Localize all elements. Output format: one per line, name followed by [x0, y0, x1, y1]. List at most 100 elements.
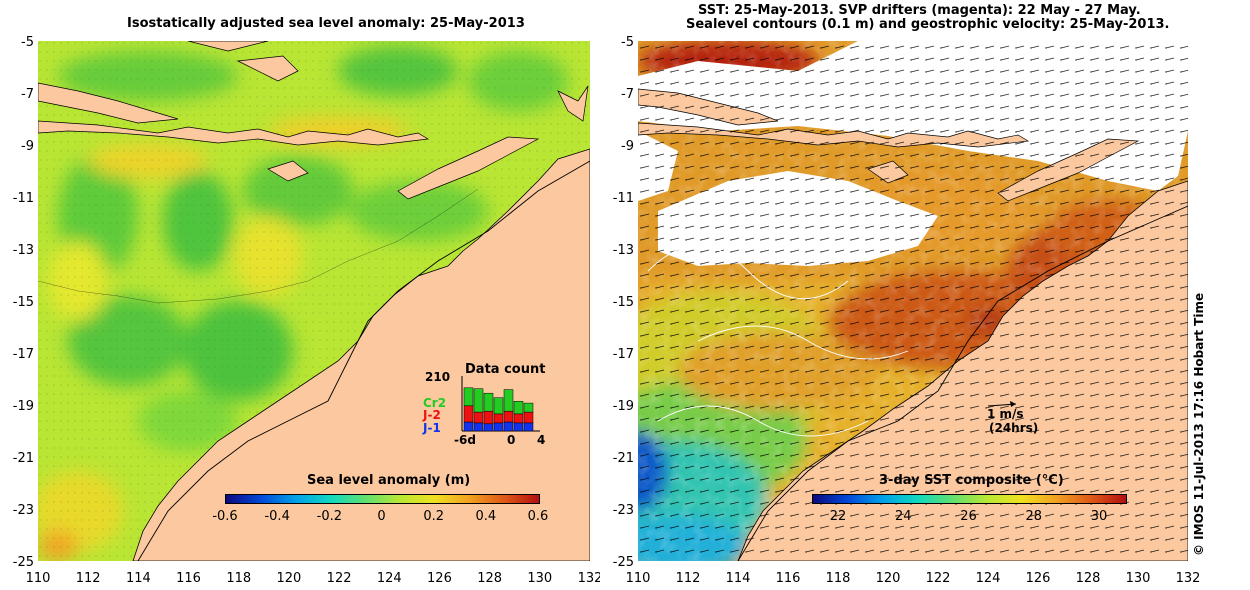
data-count-max-label: 210 [425, 370, 451, 384]
legend-cr2: Cr2 [423, 396, 447, 410]
lon-tick-label: 120 [876, 571, 901, 586]
sla-map [38, 41, 590, 561]
data-count-bar [493, 413, 504, 424]
data-count-bar [473, 411, 484, 424]
data-count-bar [493, 397, 504, 415]
data-count-bar [473, 388, 484, 413]
lon-tick-label: 116 [176, 571, 201, 586]
lon-tick-label: 132 [1176, 571, 1201, 586]
lon-tick-label: 116 [776, 571, 801, 586]
lat-tick-label: -21 [613, 451, 634, 466]
data-count-xtick-0: -6d [454, 433, 476, 447]
legend-j2: J-2 [423, 408, 441, 422]
data-count-bar [483, 392, 494, 412]
lat-tick-label: -19 [13, 399, 34, 414]
data-count-bar [493, 422, 504, 432]
lon-tick-label: 124 [377, 571, 402, 586]
lon-tick-label: 126 [427, 571, 452, 586]
lat-tick-label: -5 [21, 35, 34, 50]
data-count-title: Data count [465, 362, 546, 377]
data-count-bar [483, 410, 494, 425]
left-title: Isostatically adjusted sea level anomaly… [127, 16, 525, 31]
sla-colorbar [225, 494, 540, 504]
colorbar-tick-label: -0.4 [264, 509, 290, 524]
lat-tick-label: -7 [621, 87, 634, 102]
sumba-land [267, 160, 309, 182]
lon-tick-label: 132 [578, 571, 600, 586]
colorbar-tick-label: 0.4 [475, 509, 497, 524]
lon-tick-label: 120 [276, 571, 301, 586]
lat-tick-label: -15 [13, 295, 34, 310]
sla-colorbar-label: Sea level anomaly (m) [307, 473, 471, 488]
lat-tick-label: -23 [13, 503, 34, 518]
lat-tick-label: -23 [613, 503, 634, 518]
colorbar-tick-label: 0.6 [527, 509, 549, 524]
lon-tick-label: 118 [226, 571, 251, 586]
lat-tick-label: -21 [13, 451, 34, 466]
data-count-bar [523, 411, 534, 424]
lon-tick-label: 122 [327, 571, 352, 586]
sst-colorbar [812, 494, 1127, 504]
lon-tick-label: 126 [1026, 571, 1051, 586]
data-count-bar [463, 387, 474, 407]
lon-tick-label: 110 [26, 571, 51, 586]
data-count-bar [513, 413, 524, 424]
legend-j1: J-1 [423, 421, 441, 435]
lon-tick-label: 128 [477, 571, 502, 586]
right-title-line1: SST: 25-May-2013. SVP drifters (magenta)… [698, 3, 1141, 18]
lon-tick-label: 114 [126, 571, 151, 586]
flores-land [187, 41, 589, 122]
colorbar-tick-label: 28 [1025, 509, 1043, 524]
lon-tick-label: 128 [1076, 571, 1101, 586]
data-count-bar [523, 402, 534, 413]
lat-tick-label: -11 [613, 191, 634, 206]
colorbar-tick-label: -0.2 [316, 509, 343, 524]
lat-tick-label: -11 [13, 191, 34, 206]
data-count-chart [461, 376, 540, 432]
data-count-bar [503, 421, 514, 432]
data-count-bar [503, 410, 514, 423]
lat-tick-label: -13 [613, 243, 634, 258]
data-count-xtick-1: 0 [507, 433, 516, 447]
data-count-bar [503, 389, 514, 412]
colorbar-tick-label: 0 [377, 509, 386, 524]
lat-tick-label: -17 [613, 347, 634, 362]
lon-tick-label: 124 [976, 571, 1001, 586]
lat-tick-label: -13 [13, 243, 34, 258]
timor-land [397, 136, 540, 200]
data-count-bar [463, 405, 474, 423]
sst-map [638, 41, 1188, 561]
right-title-line2: Sealevel contours (0.1 m) and geostrophi… [686, 17, 1170, 32]
data-count-bar [513, 401, 524, 415]
lat-tick-label: -9 [21, 139, 34, 154]
velocity-scale-label: 1 m/s [987, 407, 1024, 421]
colorbar-tick-label: 30 [1090, 509, 1108, 524]
colorbar-tick-label: 0.2 [423, 509, 444, 524]
lon-tick-label: 114 [726, 571, 751, 586]
lon-tick-label: 118 [826, 571, 851, 586]
colorbar-tick-label: 22 [829, 509, 847, 524]
data-count-bar [513, 422, 524, 432]
lat-tick-label: -9 [621, 139, 634, 154]
lon-tick-label: 110 [626, 571, 651, 586]
data-count-xtick-2: 4 [537, 433, 546, 447]
lat-tick-label: -7 [21, 87, 34, 102]
data-count-bar [483, 423, 494, 432]
lesser-sunda-land [38, 120, 430, 146]
sst-colorbar-label: 3-day SST composite (°C) [879, 473, 1064, 488]
colorbar-tick-label: -0.6 [212, 509, 238, 524]
lat-tick-label: -25 [13, 555, 34, 570]
java-bali-land [38, 82, 179, 124]
lon-tick-label: 112 [76, 571, 101, 586]
lat-tick-label: -19 [613, 399, 634, 414]
lon-tick-label: 130 [527, 571, 552, 586]
lat-tick-label: -25 [613, 555, 634, 570]
colorbar-tick-label: 26 [960, 509, 977, 524]
data-count-bar [523, 422, 534, 432]
lat-tick-label: -15 [613, 295, 634, 310]
data-count-bar [473, 422, 484, 432]
lon-tick-label: 112 [676, 571, 701, 586]
data-count-bar [463, 421, 474, 432]
velocity-scale-arrow [987, 401, 1017, 407]
colorbar-tick-label: 24 [894, 509, 912, 524]
